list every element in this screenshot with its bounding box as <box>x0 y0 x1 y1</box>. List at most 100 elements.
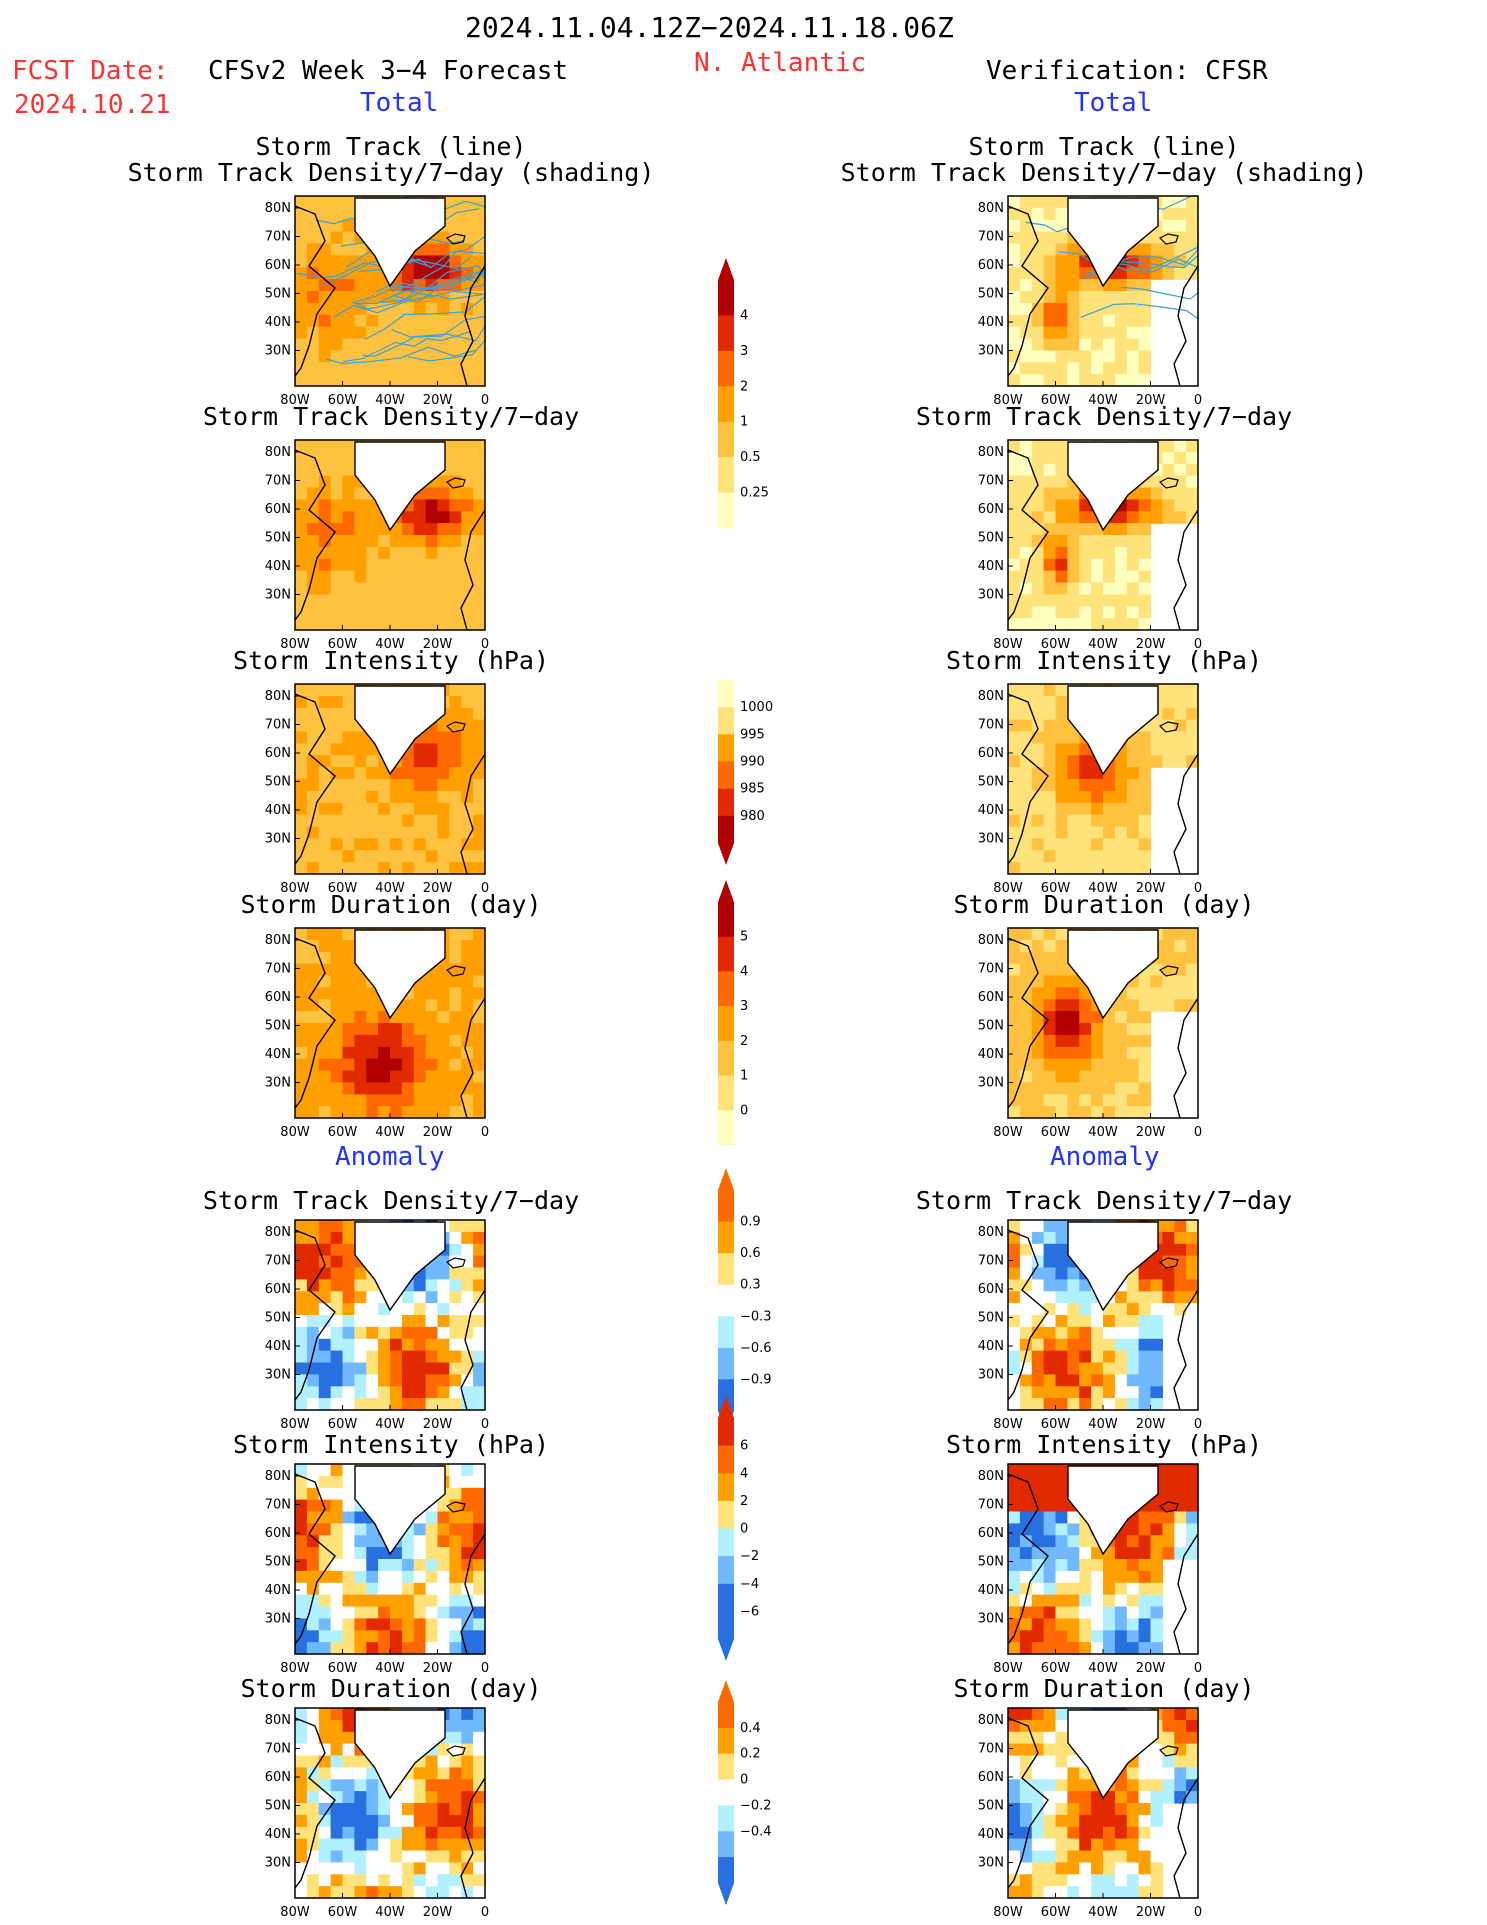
grid-cell <box>318 707 332 721</box>
grid-cell <box>1055 1291 1068 1304</box>
grid-cell <box>1031 695 1045 709</box>
grid-cell <box>449 1523 462 1536</box>
grid-cell <box>1174 196 1187 209</box>
grid-cell <box>1019 362 1033 375</box>
grid-cell <box>318 1850 332 1863</box>
grid-cell <box>1031 511 1045 524</box>
colorbar-segment <box>718 1006 734 1042</box>
storm-track-line <box>333 294 482 318</box>
grid-cell <box>354 1386 367 1399</box>
grid-cell <box>318 1362 332 1375</box>
grid-cell <box>461 546 474 560</box>
grid-cell <box>1008 570 1021 584</box>
grid-cell <box>306 1023 320 1036</box>
grid-cell <box>401 1535 415 1548</box>
grid-cell <box>1055 1594 1068 1608</box>
europe-africa-coastline <box>1173 1777 1199 1899</box>
grid-cell <box>1043 535 1057 548</box>
grid-cell <box>425 594 439 607</box>
grid-cell <box>1126 838 1140 851</box>
colorbar-segment <box>718 492 734 529</box>
grid-cell <box>1126 291 1140 304</box>
grid-cell <box>1103 1582 1116 1596</box>
grid-cell <box>437 1582 450 1596</box>
colorbar-label: 6 <box>740 1439 748 1454</box>
grid-cell <box>473 606 486 619</box>
grid-cell <box>1031 928 1045 941</box>
lat-tick-label: 80N <box>265 445 291 460</box>
grid-cell <box>330 279 344 292</box>
grid-cell <box>306 1535 320 1548</box>
grid-cell <box>330 719 344 733</box>
grid-cell <box>1174 451 1187 465</box>
grid-cell <box>295 1291 308 1304</box>
grid-cell <box>437 1499 450 1513</box>
grid-cell <box>1186 1767 1199 1780</box>
grid-cell <box>295 302 308 316</box>
grid-cell <box>295 695 308 709</box>
grid-cell <box>437 1094 450 1107</box>
grid-cell <box>318 314 332 328</box>
grid-cell <box>1055 618 1068 631</box>
grid-cell <box>1067 558 1080 572</box>
grid-cell <box>1008 1475 1021 1489</box>
lon-tick-label: 0 <box>1194 1661 1202 1676</box>
grid-cell <box>1043 695 1057 709</box>
grid-cell <box>342 594 355 607</box>
grid-cell <box>401 1374 415 1387</box>
grid-cell <box>306 802 320 816</box>
grid-cell <box>1031 231 1045 245</box>
grid-cell <box>342 1464 355 1477</box>
grid-cell <box>306 1082 320 1095</box>
europe-africa-coastline <box>460 509 486 631</box>
grid-cell <box>1067 1058 1080 1072</box>
grid-cell <box>390 1046 403 1060</box>
grid-cell <box>1150 243 1163 256</box>
grid-cell <box>1055 1803 1068 1816</box>
grid-cell <box>1079 1398 1092 1411</box>
lon-tick-label: 20W <box>423 1125 453 1140</box>
grid-cell <box>1031 1386 1045 1399</box>
grid-cell <box>1150 743 1163 756</box>
grid-cell <box>330 338 344 351</box>
grid-cell <box>306 1291 320 1304</box>
grid-cell <box>306 1862 320 1875</box>
grid-cell <box>330 1220 344 1233</box>
grid-cell <box>401 558 415 572</box>
grid-cell <box>354 1511 367 1524</box>
grid-cell <box>306 1267 320 1280</box>
grid-cell <box>449 1326 462 1340</box>
grid-cell <box>318 975 332 988</box>
grid-cell <box>1150 499 1163 512</box>
grid-cell <box>461 1570 474 1584</box>
grid-cell <box>1043 1374 1057 1387</box>
grid-cell <box>330 570 344 584</box>
grid-cell <box>306 326 320 340</box>
grid-cell <box>1103 1594 1116 1608</box>
grid-cell <box>1043 975 1057 988</box>
grid-cell <box>461 1862 474 1875</box>
grid-cell <box>1031 838 1045 851</box>
grid-cell <box>1067 582 1080 595</box>
grid-cell <box>461 1094 474 1107</box>
grid-cell <box>437 499 450 512</box>
grid-cell <box>1162 463 1175 477</box>
grid-cell <box>1031 1243 1045 1257</box>
grid-cell <box>449 1303 462 1316</box>
grid-cell <box>1114 1106 1128 1119</box>
grid-cell <box>295 1315 308 1328</box>
grid-cell <box>354 1362 367 1375</box>
grid-cell <box>1008 1011 1021 1024</box>
grid-cell <box>1031 1708 1045 1721</box>
grid-cell <box>1008 1034 1021 1048</box>
grid-cell <box>1067 1034 1080 1048</box>
grid-cell <box>342 374 355 387</box>
grid-cell <box>330 1011 344 1024</box>
grid-cell <box>1043 707 1057 721</box>
grid-cell <box>1031 975 1045 988</box>
grid-cell <box>1008 302 1021 316</box>
grid-cell <box>413 1559 427 1572</box>
grid-cell <box>306 755 320 768</box>
lon-tick-label: 60W <box>1041 1125 1071 1140</box>
grid-cell <box>413 1070 427 1083</box>
